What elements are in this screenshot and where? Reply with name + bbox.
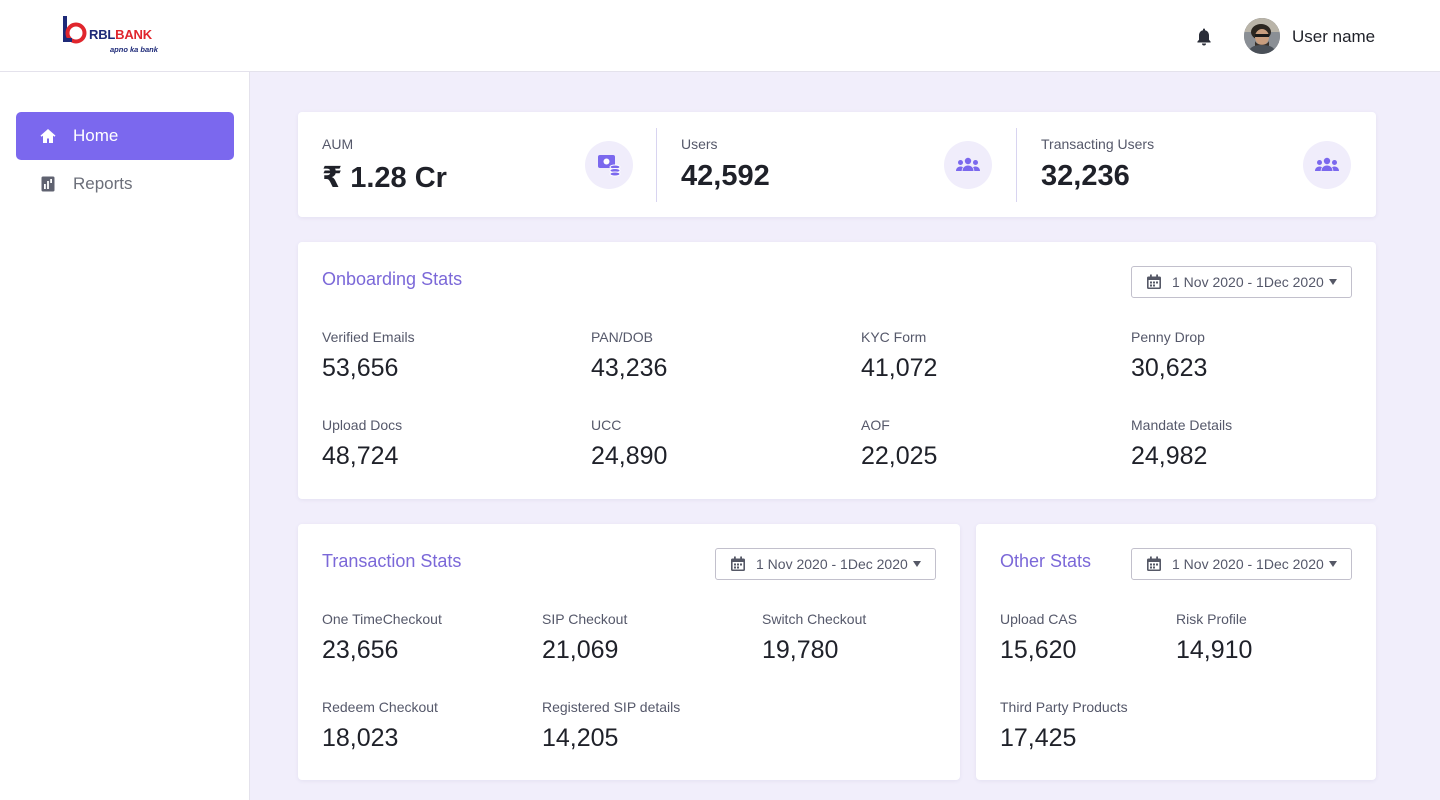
top-bar: RBLBANK apno ka bank User name (0, 0, 1440, 72)
stat-penny-drop: Penny Drop 30,623 (1131, 329, 1207, 383)
stat-redeem-checkout: Redeem Checkout 18,023 (322, 699, 438, 753)
kpi-label: Users (681, 136, 718, 152)
sidebar: Home Reports (0, 72, 250, 800)
card-title: Transaction Stats (322, 551, 462, 571)
stat-value: 18,023 (322, 724, 399, 752)
stat-label: Risk Profile (1176, 611, 1247, 627)
stat-ucc: UCC 24,890 (591, 417, 667, 471)
stat-label: Registered SIP details (542, 699, 681, 715)
stat-label: SIP Checkout (542, 611, 628, 627)
kpi-transacting-users: Transacting Users 32,236 (1017, 112, 1376, 217)
stat-value: 22,025 (861, 442, 938, 470)
sidebar-item-label: Reports (73, 174, 133, 193)
stat-registered-sip-details: Registered SIP details 14,205 (542, 699, 680, 753)
stat-label: PAN/DOB (591, 329, 653, 345)
stat-third-party-products: Third Party Products 17,425 (1000, 699, 1128, 753)
card-title: Onboarding Stats (322, 269, 463, 289)
calendar-icon (1147, 274, 1161, 289)
kpi-users: Users 42,592 (657, 112, 1016, 217)
other-stats-card: Other Stats 1 Nov 2020 - 1Dec 2020 Uploa… (976, 524, 1376, 780)
avatar[interactable] (1244, 18, 1280, 54)
home-icon (40, 129, 56, 143)
user-name[interactable]: User name (1292, 27, 1376, 46)
sidebar-item-label: Home (73, 126, 119, 145)
date-range-text: 1 Nov 2020 - 1Dec 2020 (756, 556, 908, 572)
date-range-text: 1 Nov 2020 - 1Dec 2020 (1172, 274, 1324, 290)
stat-one-time-checkout: One TimeCheckout 23,656 (322, 611, 442, 665)
stat-pan-dob: PAN/DOB 43,236 (591, 329, 667, 383)
stat-risk-profile: Risk Profile 14,910 (1176, 611, 1252, 665)
stat-label: One TimeCheckout (322, 611, 442, 627)
stat-value: 30,623 (1131, 354, 1208, 382)
stat-value: 14,205 (542, 724, 619, 752)
stat-mandate-details: Mandate Details 24,982 (1131, 417, 1232, 471)
date-range-picker[interactable]: 1 Nov 2020 - 1Dec 2020 (1131, 266, 1352, 298)
caret-down-icon (912, 561, 921, 567)
stat-sip-checkout: SIP Checkout 21,069 (542, 611, 627, 665)
calendar-icon (731, 556, 745, 571)
stat-label: Verified Emails (322, 329, 415, 345)
stat-verified-emails: Verified Emails 53,656 (322, 329, 415, 383)
stat-label: AOF (861, 417, 890, 433)
onboarding-stats-card: Onboarding Stats 1 Nov 2020 - 1Dec 2020 … (298, 242, 1376, 499)
kpi-value: 32,236 (1041, 160, 1130, 192)
kpi-value: ₹ 1.28 Cr (322, 162, 447, 194)
stat-value: 48,724 (322, 442, 399, 470)
card-title: Other Stats (1000, 551, 1092, 571)
transaction-stats-card: Transaction Stats 1 Nov 2020 - 1Dec 2020… (298, 524, 960, 780)
kpi-divider (656, 128, 657, 202)
kpi-value: 42,592 (681, 160, 770, 192)
stat-value: 24,982 (1131, 442, 1208, 470)
stat-value: 17,425 (1000, 724, 1077, 752)
logo-text: RBLBANK (89, 27, 152, 42)
stat-label: Switch Checkout (762, 611, 867, 627)
stat-value: 14,910 (1176, 636, 1253, 664)
sidebar-item-home[interactable]: Home (16, 112, 234, 160)
caret-down-icon (1328, 561, 1337, 567)
rbl-logo-mark-icon (63, 16, 87, 44)
user-photo-icon (1244, 18, 1280, 54)
stat-upload-docs: Upload Docs 48,724 (322, 417, 402, 471)
stat-switch-checkout: Switch Checkout 19,780 (762, 611, 866, 665)
stat-label: UCC (591, 417, 622, 433)
stat-label: Third Party Products (1000, 699, 1128, 715)
users-icon (1303, 141, 1351, 189)
summary-card: AUM ₹ 1.28 Cr Users 42,592 (298, 112, 1376, 217)
money-icon (585, 141, 633, 189)
stat-kyc-form: KYC Form 41,072 (861, 329, 937, 383)
report-icon (41, 176, 55, 192)
kpi-label: Transacting Users (1041, 136, 1155, 152)
sidebar-item-reports[interactable]: Reports (16, 160, 234, 208)
stat-label: Penny Drop (1131, 329, 1205, 345)
stat-aof: AOF 22,025 (861, 417, 937, 471)
stat-label: Mandate Details (1131, 417, 1233, 433)
date-range-picker[interactable]: 1 Nov 2020 - 1Dec 2020 (715, 548, 936, 580)
stat-value: 15,620 (1000, 636, 1077, 664)
kpi-label: AUM (322, 136, 354, 152)
kpi-aum: AUM ₹ 1.28 Cr (298, 112, 656, 217)
users-icon (944, 141, 992, 189)
kpi-divider (1016, 128, 1017, 202)
logo-tagline: apno ka bank (110, 45, 158, 54)
date-range-picker[interactable]: 1 Nov 2020 - 1Dec 2020 (1131, 548, 1352, 580)
rbl-bank-logo[interactable]: RBLBANK apno ka bank (62, 14, 172, 58)
stat-value: 43,236 (591, 354, 668, 382)
stat-value: 23,656 (322, 636, 399, 664)
stat-label: Redeem Checkout (322, 699, 438, 715)
stat-value: 19,780 (762, 636, 839, 664)
stat-value: 53,656 (322, 354, 399, 382)
date-range-text: 1 Nov 2020 - 1Dec 2020 (1172, 556, 1324, 572)
stat-label: KYC Form (861, 329, 927, 345)
stat-value: 24,890 (591, 442, 668, 470)
stat-label: Upload Docs (322, 417, 403, 433)
caret-down-icon (1328, 279, 1337, 285)
stat-label: Upload CAS (1000, 611, 1078, 627)
bell-icon[interactable] (1195, 27, 1213, 47)
stat-value: 41,072 (861, 354, 938, 382)
stat-value: 21,069 (542, 636, 619, 664)
calendar-icon (1147, 556, 1161, 571)
stat-upload-cas: Upload CAS 15,620 (1000, 611, 1077, 665)
